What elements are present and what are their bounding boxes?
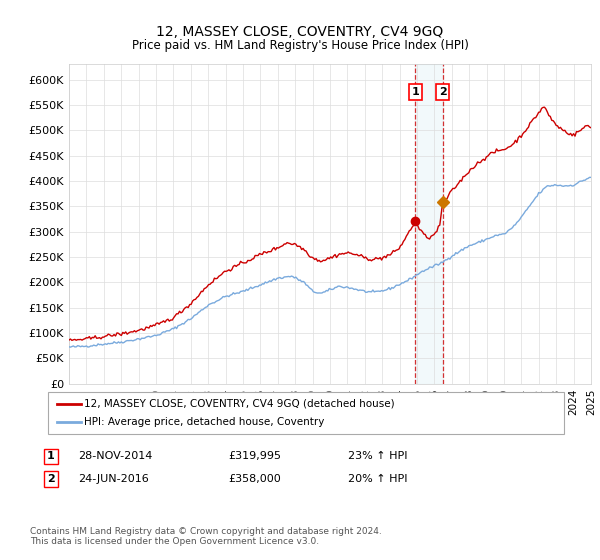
Text: £358,000: £358,000 — [228, 474, 281, 484]
Text: 2: 2 — [47, 474, 55, 484]
Text: HPI: Average price, detached house, Coventry: HPI: Average price, detached house, Cove… — [84, 417, 325, 427]
Text: 28-NOV-2014: 28-NOV-2014 — [78, 451, 152, 461]
Text: 24-JUN-2016: 24-JUN-2016 — [78, 474, 149, 484]
Text: 1: 1 — [412, 87, 419, 97]
Text: 2: 2 — [439, 87, 446, 97]
Text: 12, MASSEY CLOSE, COVENTRY, CV4 9GQ (detached house): 12, MASSEY CLOSE, COVENTRY, CV4 9GQ (det… — [84, 399, 395, 409]
Text: 20% ↑ HPI: 20% ↑ HPI — [348, 474, 407, 484]
Text: £319,995: £319,995 — [228, 451, 281, 461]
Text: Price paid vs. HM Land Registry's House Price Index (HPI): Price paid vs. HM Land Registry's House … — [131, 39, 469, 52]
Text: 23% ↑ HPI: 23% ↑ HPI — [348, 451, 407, 461]
Text: Contains HM Land Registry data © Crown copyright and database right 2024.
This d: Contains HM Land Registry data © Crown c… — [30, 526, 382, 546]
Text: 1: 1 — [47, 451, 55, 461]
Bar — [415, 64, 443, 384]
Text: 12, MASSEY CLOSE, COVENTRY, CV4 9GQ: 12, MASSEY CLOSE, COVENTRY, CV4 9GQ — [157, 25, 443, 39]
